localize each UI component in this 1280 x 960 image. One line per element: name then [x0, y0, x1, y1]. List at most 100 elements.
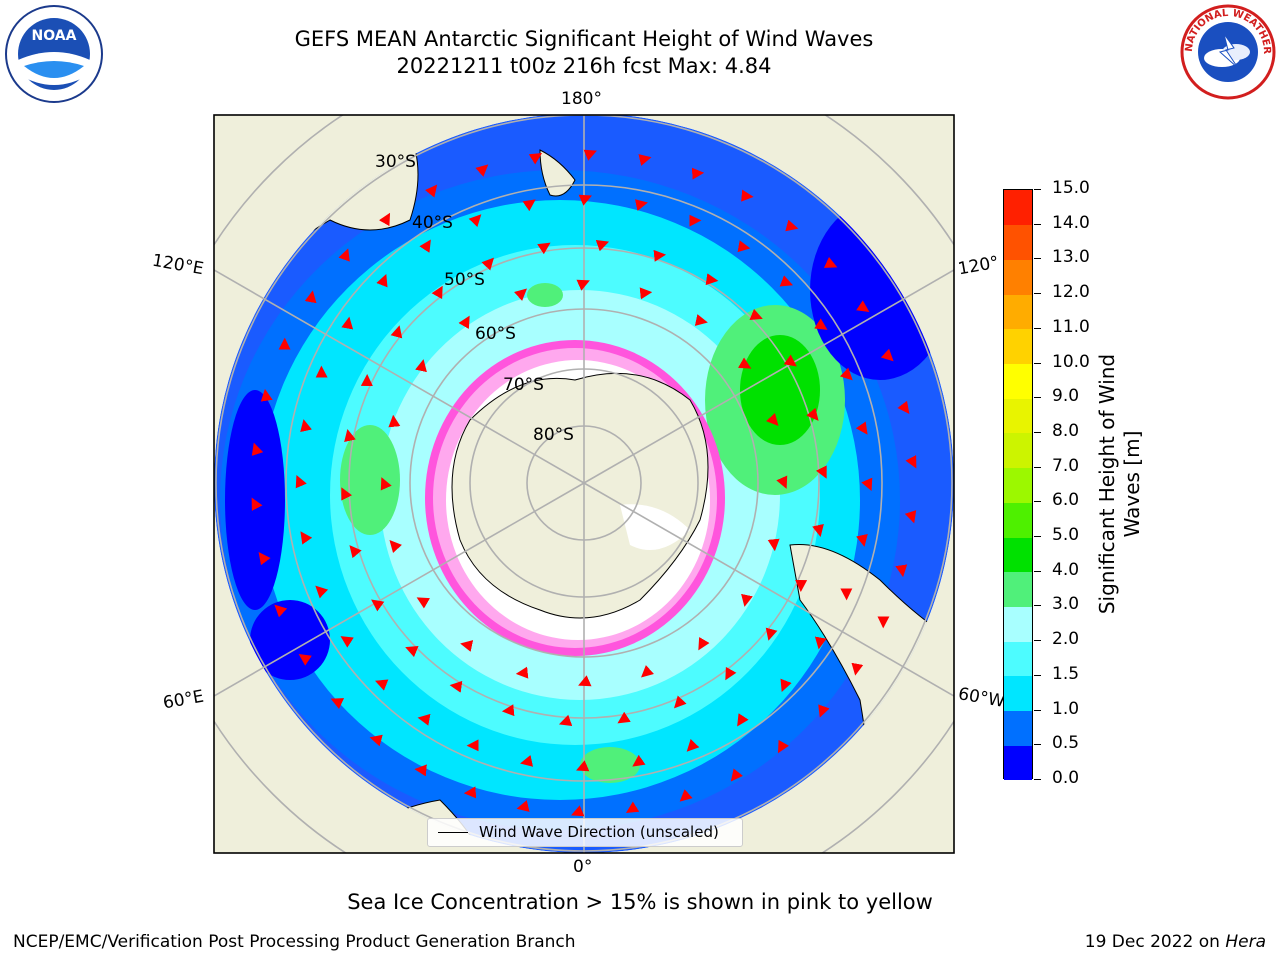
wave-direction-arrow: [725, 666, 737, 681]
colorbar-tick-label: 15.0: [1052, 178, 1090, 198]
wave-direction-arrow: [369, 734, 383, 747]
wave-direction-arrow: [516, 800, 530, 812]
colorbar-tick: [1034, 397, 1041, 399]
wave-direction-arrow: [904, 510, 917, 524]
wave-direction-arrow: [338, 248, 350, 262]
wave-direction-arrow: [416, 597, 431, 609]
wave-direction-arrow: [639, 287, 653, 300]
lon-label-180: 180°: [561, 89, 602, 109]
wave-direction-arrow: [424, 184, 438, 198]
footer-date-text: 19 Dec 2022 on: [1084, 932, 1226, 952]
wave-direction-arrow: [481, 257, 494, 271]
wave-direction-arrow: [576, 279, 590, 291]
colorbar-segment: [1004, 432, 1032, 469]
colorbar-tick: [1034, 674, 1041, 676]
wave-direction-arrow: [468, 214, 482, 228]
colorbar-tick: [1034, 501, 1041, 503]
wave-direction-arrow: [705, 273, 719, 286]
footer-host: Hera: [1225, 932, 1266, 952]
colorbar-tick-label: 13.0: [1052, 247, 1090, 268]
colorbar-tick-label: 1.0: [1052, 698, 1080, 719]
colorbar-tick: [1034, 223, 1041, 225]
colorbar-tick: [1034, 431, 1041, 433]
lat-label-40s: 40°S: [412, 213, 453, 233]
wave-direction-arrows: [251, 149, 917, 817]
wave-direction-arrow: [528, 152, 543, 165]
wave-direction-arrow: [806, 407, 819, 421]
colorbar-segment: [1004, 537, 1032, 573]
colorbar-segment: [1004, 259, 1032, 295]
wave-direction-arrow: [897, 400, 910, 414]
colorbar-segment: [1004, 363, 1032, 399]
lon-label-0: 0°: [573, 857, 593, 877]
svg-text:NOAA: NOAA: [32, 28, 77, 44]
wave-direction-arrow: [698, 636, 710, 651]
wave-direction-arrow: [578, 675, 592, 687]
wave-direction-arrow: [583, 149, 597, 161]
colorbar-tick-label: 12.0: [1052, 282, 1090, 303]
wave-direction-arrow: [576, 760, 590, 772]
wave-direction-arrow: [641, 665, 654, 678]
colorbar-segment: [1004, 571, 1032, 607]
wave-direction-arrow: [780, 678, 792, 692]
wave-direction-arrow: [856, 300, 870, 313]
wave-direction-arrow: [537, 242, 551, 255]
lat-label-30s: 30°S: [375, 152, 416, 172]
wave-direction-arrow: [905, 455, 917, 469]
colorbar-segment: [1004, 190, 1032, 226]
wave-direction-arrow: [295, 475, 307, 489]
wave-direction-arrow: [839, 367, 853, 381]
wave-direction-arrow: [315, 585, 329, 599]
wave-direction-arrow: [765, 627, 778, 641]
footer-date: 19 Dec 2022 on Hera: [1085, 932, 1266, 952]
wave-direction-arrow: [375, 679, 389, 691]
wave-direction-arrow: [415, 359, 427, 373]
new-zealand-land: [539, 149, 576, 197]
chart-title: GEFS MEAN Antarctic Significant Height o…: [294, 27, 874, 51]
colorbar-segment: [1004, 745, 1032, 781]
wave-direction-arrow: [783, 354, 797, 367]
wave-direction-arrow: [260, 388, 273, 402]
wave-direction-arrow: [371, 599, 385, 612]
wave-direction-arrow: [674, 695, 687, 709]
wave-direction-arrow: [522, 199, 536, 212]
colorbar-tick-label: 7.0: [1052, 455, 1080, 476]
colorbar-tick: [1034, 570, 1041, 572]
legend-label: Wind Wave Direction (unscaled): [479, 823, 719, 841]
wave-direction-arrow: [767, 538, 780, 552]
colorbar-tick: [1034, 189, 1041, 190]
sea-ice-note: Sea Ice Concentration > 15% is shown in …: [347, 890, 933, 914]
wave-direction-arrow: [776, 475, 788, 489]
colorbar-tick: [1034, 779, 1041, 780]
wave-direction-arrow: [341, 316, 354, 330]
wave-direction-arrow: [340, 636, 354, 648]
lat-label-60s: 60°S: [475, 324, 516, 344]
wave-direction-arrow: [414, 764, 427, 777]
wave-direction-arrow: [431, 285, 443, 300]
wave-direction-arrow: [694, 314, 708, 326]
wave-direction-arrow: [378, 212, 391, 227]
wave-direction-arrow: [258, 552, 271, 566]
noaa-logo: NOAA: [5, 5, 103, 103]
wave-direction-arrow: [388, 414, 401, 428]
wave-direction-arrow: [419, 239, 431, 253]
wave-direction-arrow: [812, 523, 824, 537]
colorbar-tick-label: 3.0: [1052, 594, 1080, 615]
wave-direction-arrow: [571, 805, 585, 817]
colorbar-tick-label: 10.0: [1052, 351, 1090, 372]
wave-direction-arrow: [737, 240, 751, 253]
wave-direction-arrow: [861, 477, 873, 491]
wave-direction-arrow: [376, 274, 388, 288]
wave-direction-arrow: [300, 531, 313, 545]
graticule: [214, 115, 954, 853]
wave-direction-arrow: [380, 477, 392, 491]
wave-direction-arrow: [463, 786, 477, 799]
wave-direction-arrow: [686, 738, 700, 752]
colorbar-tick-label: 0.5: [1052, 733, 1080, 754]
wave-direction-arrow: [785, 219, 799, 232]
wave-direction-arrow: [595, 239, 610, 252]
colorbar-segment: [1004, 224, 1032, 260]
colorbar-tick-label: 1.5: [1052, 663, 1080, 684]
wave-direction-arrow: [274, 604, 288, 618]
colorbar-segment: [1004, 606, 1032, 642]
